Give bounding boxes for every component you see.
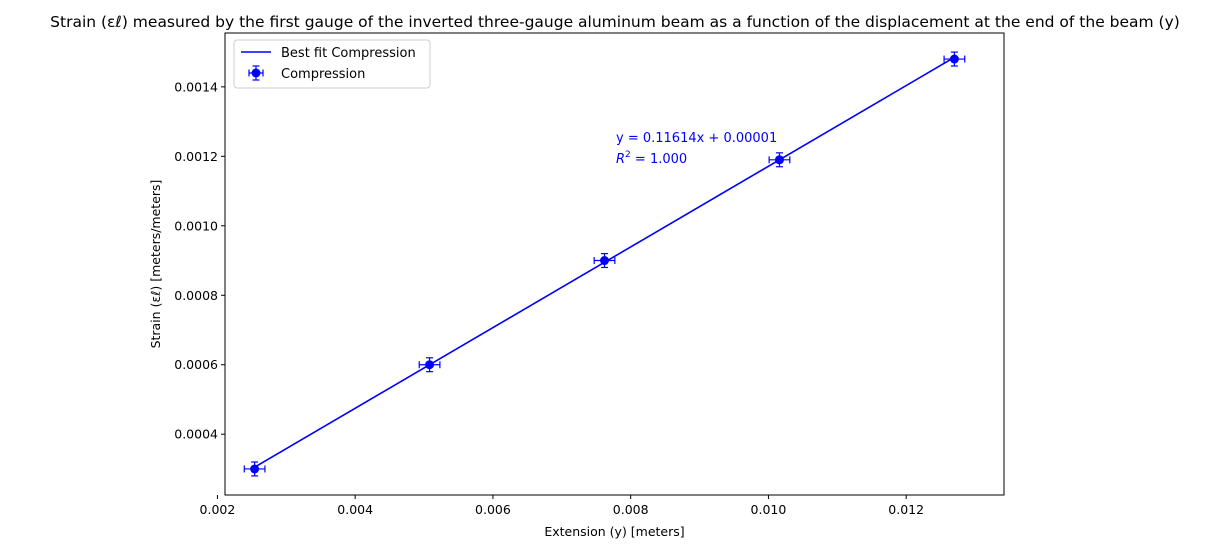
x-axis-label: Extension (y) [meters] bbox=[544, 524, 684, 539]
data-marker bbox=[949, 54, 959, 64]
data-marker bbox=[600, 256, 610, 266]
data-points-layer bbox=[243, 51, 966, 477]
x-tick-label: 0.006 bbox=[475, 502, 511, 517]
x-tick-label: 0.012 bbox=[888, 502, 924, 517]
y-tick-label: 0.0004 bbox=[174, 427, 218, 442]
y-tick-label: 0.0006 bbox=[174, 357, 218, 372]
y-tick-label: 0.0010 bbox=[174, 218, 218, 233]
data-marker bbox=[250, 464, 260, 474]
legend-marker-swatch bbox=[248, 65, 264, 81]
fit-equation: y = 0.11614x + 0.00001 bbox=[616, 131, 777, 146]
data-point bbox=[943, 51, 966, 67]
data-point bbox=[243, 461, 266, 477]
data-marker bbox=[774, 155, 784, 165]
r-squared-label: R2 = 1.000 bbox=[616, 150, 687, 167]
legend: Best fit Compression Compression bbox=[233, 39, 431, 89]
legend-box bbox=[233, 39, 431, 89]
r-squared-symbol: R bbox=[616, 152, 625, 167]
x-axis-ticks: 0.002 0.004 0.006 0.008 0.010 0.012 bbox=[200, 495, 924, 517]
r-squared-value: = 1.000 bbox=[631, 152, 687, 167]
legend-label-fit: Best fit Compression bbox=[281, 46, 416, 61]
legend-label-compression: Compression bbox=[281, 67, 365, 82]
y-tick-label: 0.0014 bbox=[174, 79, 218, 94]
x-tick-label: 0.008 bbox=[613, 502, 649, 517]
y-axis-label: Strain (εℓ) [meters/meters] bbox=[148, 180, 163, 349]
y-axis-ticks: 0.0004 0.0006 0.0008 0.0010 0.0012 0.0014 bbox=[174, 79, 225, 442]
x-tick-label: 0.010 bbox=[751, 502, 787, 517]
y-tick-label: 0.0008 bbox=[174, 288, 218, 303]
y-tick-label: 0.0012 bbox=[174, 149, 218, 164]
data-point bbox=[593, 252, 616, 269]
x-tick-label: 0.004 bbox=[337, 502, 373, 517]
chart-title: Strain (εℓ) measured by the first gauge … bbox=[50, 13, 1180, 31]
x-tick-label: 0.002 bbox=[200, 502, 236, 517]
data-point bbox=[418, 357, 441, 373]
data-point bbox=[768, 152, 791, 168]
r-squared-superscript: 2 bbox=[625, 150, 631, 160]
fit-annotation: y = 0.11614x + 0.00001 R2 = 1.000 bbox=[616, 131, 777, 167]
plot-frame bbox=[224, 32, 1005, 496]
data-marker bbox=[425, 360, 435, 370]
